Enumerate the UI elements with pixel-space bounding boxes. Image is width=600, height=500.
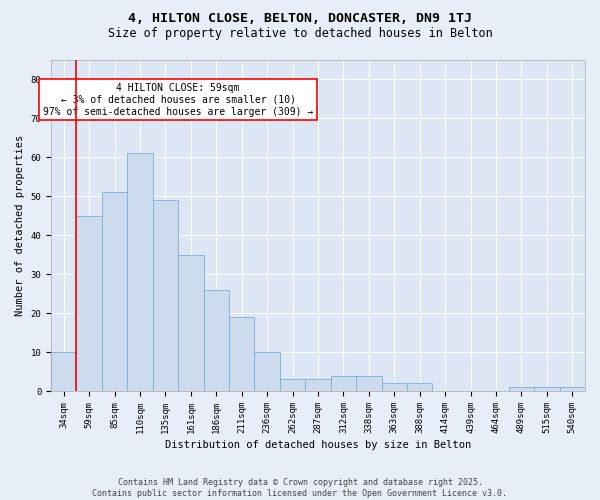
Bar xyxy=(560,387,585,391)
Bar xyxy=(51,352,76,391)
Bar xyxy=(534,387,560,391)
Bar xyxy=(356,376,382,391)
Y-axis label: Number of detached properties: Number of detached properties xyxy=(15,135,25,316)
Bar xyxy=(407,384,433,391)
Bar xyxy=(178,255,203,391)
Bar xyxy=(203,290,229,391)
Bar xyxy=(509,387,534,391)
Text: Contains HM Land Registry data © Crown copyright and database right 2025.
Contai: Contains HM Land Registry data © Crown c… xyxy=(92,478,508,498)
Bar xyxy=(127,154,153,391)
X-axis label: Distribution of detached houses by size in Belton: Distribution of detached houses by size … xyxy=(165,440,471,450)
Text: Size of property relative to detached houses in Belton: Size of property relative to detached ho… xyxy=(107,28,493,40)
Bar xyxy=(382,384,407,391)
Bar xyxy=(254,352,280,391)
Bar xyxy=(153,200,178,391)
Text: 4, HILTON CLOSE, BELTON, DONCASTER, DN9 1TJ: 4, HILTON CLOSE, BELTON, DONCASTER, DN9 … xyxy=(128,12,472,26)
Bar xyxy=(305,380,331,391)
Bar xyxy=(229,317,254,391)
Bar xyxy=(280,380,305,391)
Text: 4 HILTON CLOSE: 59sqm
← 3% of detached houses are smaller (10)
97% of semi-detac: 4 HILTON CLOSE: 59sqm ← 3% of detached h… xyxy=(43,84,313,116)
Bar xyxy=(102,192,127,391)
Bar xyxy=(331,376,356,391)
Bar xyxy=(76,216,102,391)
